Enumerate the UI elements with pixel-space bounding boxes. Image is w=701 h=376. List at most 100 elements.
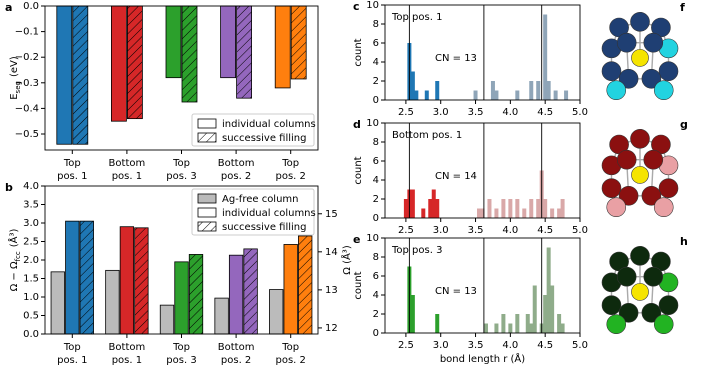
- bar: [290, 5, 307, 80]
- x-tick-label: Top pos. 1: [57, 158, 87, 182]
- panel-title: Top pos. 1: [391, 12, 442, 23]
- legend-label: successive filling: [222, 133, 306, 144]
- legend-label: Ag-free column: [222, 194, 299, 205]
- histogram-bar: [477, 208, 482, 218]
- x-tick-label: Top pos. 3: [166, 342, 196, 366]
- bar: [159, 304, 175, 335]
- legend-swatch: [197, 132, 217, 143]
- y-tick-label: −0.4: [15, 103, 39, 114]
- y-axis-label-sub: fcc: [14, 251, 22, 261]
- y-tick-label: 6: [373, 271, 379, 282]
- histogram-bar: [515, 314, 520, 333]
- bar: [119, 226, 135, 335]
- bar: [56, 5, 73, 145]
- y-tick-label: 2: [373, 76, 379, 87]
- y-tick-label: 2: [373, 309, 379, 320]
- y-tick-label: 1.5: [23, 274, 39, 285]
- histogram-bar: [557, 208, 562, 218]
- bar: [127, 5, 143, 120]
- histogram-bar: [424, 90, 429, 100]
- x-tick-label: Top pos. 2: [275, 342, 305, 366]
- x-tick-label: 3.0: [433, 107, 449, 118]
- histogram-bar: [494, 323, 499, 333]
- y-tick-label: 8: [373, 252, 379, 263]
- bar: [274, 5, 291, 89]
- y-tick-label: 10: [366, 0, 379, 11]
- legend-box: [191, 113, 315, 147]
- x-tick-label: Top pos. 2: [275, 158, 305, 182]
- histogram-bar: [557, 314, 562, 333]
- axes-frame: [44, 5, 319, 151]
- bar: [243, 248, 258, 335]
- bar: [220, 5, 237, 79]
- x-tick-label: 3.5: [468, 340, 484, 351]
- histogram-bar: [410, 189, 415, 218]
- bar: [236, 5, 253, 99]
- histogram-bar: [494, 208, 499, 218]
- axes-frame: [44, 185, 319, 335]
- legend-label: individual columns: [222, 208, 316, 219]
- histogram-bar: [550, 285, 555, 333]
- y-tick-label: 0.0: [23, 1, 39, 12]
- x-tick-label: 4.5: [537, 340, 553, 351]
- y-axis-label-part: Ω − Ω: [9, 261, 20, 291]
- bar: [174, 261, 189, 335]
- x-tick-label: Top pos. 3: [166, 158, 196, 182]
- histogram-bar: [490, 81, 495, 100]
- y-axis-label: count: [353, 156, 364, 184]
- y-tick-label: 10: [366, 118, 379, 129]
- y-tick-label: 8: [373, 137, 379, 148]
- axes-frame: [384, 122, 581, 219]
- histogram-bar: [410, 71, 415, 100]
- x-tick-label: 2.5: [398, 225, 414, 236]
- histogram-bar: [543, 199, 548, 218]
- y-tick-label: 10: [366, 233, 379, 244]
- histogram-bar: [435, 314, 440, 333]
- y-tick-label: 4: [373, 290, 379, 301]
- legend-box: [191, 188, 315, 236]
- histogram-bar: [403, 199, 408, 218]
- histogram-bar: [529, 81, 534, 100]
- histogram-bar: [494, 90, 499, 100]
- panel-label: g: [680, 118, 688, 131]
- bar: [72, 5, 89, 145]
- y-tick-label: 0: [373, 213, 379, 224]
- histogram-bar: [560, 199, 565, 218]
- x-tick-label: 3.0: [433, 340, 449, 351]
- bar: [188, 254, 204, 335]
- panel-label: f: [680, 1, 685, 14]
- y-axis-label: count: [353, 271, 364, 299]
- structure-image: [601, 245, 679, 335]
- legend-swatch: [197, 118, 217, 129]
- histogram-bar: [546, 81, 551, 100]
- panel-label: h: [680, 235, 688, 248]
- panel-label: b: [5, 181, 13, 194]
- histogram-bar: [546, 247, 551, 333]
- x-tick-label: Bottom pos. 2: [218, 158, 255, 182]
- axes-frame: [384, 237, 581, 334]
- histogram-bar: [532, 285, 537, 333]
- histogram-bar: [564, 90, 569, 100]
- bar: [165, 5, 182, 79]
- x-tick-label: 4.5: [537, 107, 553, 118]
- x-tick-label: Bottom pos. 2: [218, 342, 255, 366]
- histogram-bar: [529, 199, 534, 218]
- x-tick-label: Top pos. 1: [57, 342, 87, 366]
- histogram-bar: [487, 199, 492, 218]
- bar: [65, 220, 80, 335]
- y-tick-label: 1.0: [23, 292, 39, 303]
- y-tick-label: 6: [373, 38, 379, 49]
- x-tick-label: Bottom pos. 1: [109, 158, 146, 182]
- y-tick-label: 6: [373, 156, 379, 167]
- x-tick-label: 4.0: [502, 340, 518, 351]
- histogram-bar: [522, 208, 527, 218]
- panel-label: d: [353, 118, 361, 131]
- bar: [50, 271, 65, 335]
- y-tick-label: 0.0: [23, 329, 39, 340]
- y-tick-label: 0: [373, 328, 379, 339]
- y-tick-label: −0.5: [15, 129, 39, 140]
- y-tick-label: 2.0: [23, 255, 39, 266]
- x-tick-label: 5.0: [572, 225, 588, 236]
- panel-label: c: [353, 0, 360, 13]
